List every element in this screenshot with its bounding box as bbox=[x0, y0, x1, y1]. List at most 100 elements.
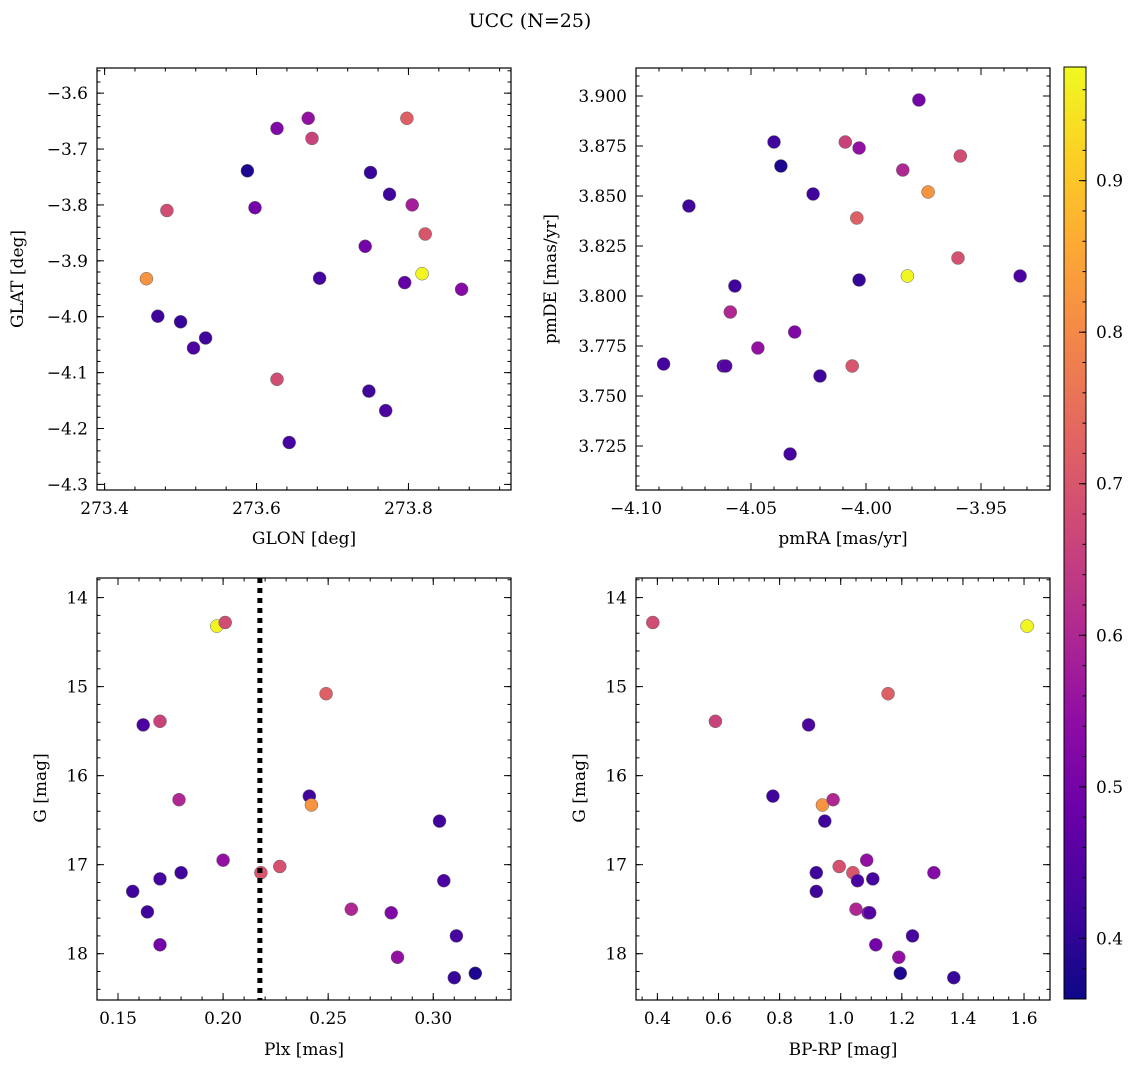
scatter-point bbox=[282, 435, 296, 450]
colorbar-ticks: 0.4 0.5 0.6 0.7 0.8 0.9 bbox=[1079, 89, 1123, 970]
y-tick-label: −3.7 bbox=[47, 140, 88, 160]
x-tick-label: 1.4 bbox=[949, 1009, 976, 1029]
panel-glon-glat-layer: 273.4 273.6 273.8 −4.3 −4.2 −4.1 −4.0 −3.9 −3.8 −… bbox=[47, 67, 512, 519]
scatter-point bbox=[852, 273, 866, 287]
y-tick-label: 16 bbox=[605, 767, 627, 787]
scatter-point bbox=[198, 331, 213, 345]
colorbar-tick-label: 0.9 bbox=[1096, 172, 1123, 192]
y-tick-label: 17 bbox=[66, 856, 88, 876]
scatter-point bbox=[454, 282, 469, 297]
scatter-point bbox=[896, 163, 910, 177]
panel-bprp-g-points bbox=[646, 615, 1034, 985]
scatter-point bbox=[270, 121, 284, 136]
colorbar-tick-label: 0.4 bbox=[1096, 929, 1123, 949]
scatter-point bbox=[218, 615, 232, 630]
panel-glon-glat-ylabel: GLAT [deg] bbox=[8, 230, 28, 328]
scatter-point bbox=[172, 792, 186, 807]
scatter-point bbox=[304, 798, 319, 812]
x-tick-label: 273.4 bbox=[80, 499, 129, 519]
scatter-point bbox=[405, 198, 419, 212]
y-tick-label: 16 bbox=[66, 767, 88, 787]
colorbar-tick-label: 0.8 bbox=[1096, 323, 1123, 343]
y-tick-label: −4.3 bbox=[47, 475, 88, 495]
panel-bprp-g-ylabel: G [mag] bbox=[570, 753, 590, 822]
x-tick-label: 0.15 bbox=[99, 1009, 137, 1029]
scatter-point bbox=[927, 865, 941, 880]
panel-plx-g-xlabel: Plx [mas] bbox=[264, 1040, 344, 1060]
x-tick-label: 273.6 bbox=[232, 499, 281, 519]
x-tick-label: −4.10 bbox=[610, 499, 662, 519]
y-tick-label: 3.725 bbox=[578, 437, 627, 457]
scatter-point bbox=[344, 902, 359, 916]
panel-pmra-pmde-ticks: −4.10 −4.05 −4.00 −3.95 3.725 3.750 3.775 3.800… bbox=[578, 68, 1051, 519]
scatter-point bbox=[319, 686, 333, 701]
scatter-point bbox=[723, 305, 738, 319]
y-tick-label: 14 bbox=[605, 589, 627, 609]
scatter-point bbox=[682, 199, 696, 213]
x-tick-label: 0.8 bbox=[766, 1009, 793, 1029]
x-tick-label: 1.0 bbox=[827, 1009, 854, 1029]
scatter-point bbox=[815, 798, 830, 812]
panel-bprp-g: 0.4 0.6 0.8 1.0 1.2 1.4 1.6 14 15 16 17 18 BP-RP [m… bbox=[570, 577, 1051, 1060]
y-tick-label: 15 bbox=[66, 678, 88, 698]
x-tick-label: 273.8 bbox=[384, 499, 433, 519]
panel-bprp-g-ticks: 0.4 0.6 0.8 1.0 1.2 1.4 1.6 14 15 16 17 18 bbox=[605, 578, 1050, 1029]
scatter-point bbox=[390, 950, 405, 965]
y-tick-label: 14 bbox=[66, 589, 88, 609]
y-tick-label: −4.0 bbox=[47, 308, 88, 328]
scatter-point bbox=[862, 906, 877, 920]
colorbar: 0.4 0.5 0.6 0.7 0.8 0.9 bbox=[1063, 66, 1123, 1000]
scatter-point bbox=[216, 853, 230, 867]
panel-pmra-pmde-points bbox=[656, 93, 1027, 461]
scatter-point bbox=[866, 872, 880, 886]
scatter-point bbox=[447, 970, 462, 985]
scatter-point bbox=[728, 279, 742, 293]
scatter-point bbox=[818, 814, 832, 828]
scatter-point bbox=[160, 203, 174, 218]
scatter-point bbox=[912, 93, 926, 107]
panel-glon-glat-points bbox=[139, 111, 469, 450]
y-tick-label: −4.1 bbox=[47, 364, 88, 384]
scatter-point bbox=[312, 271, 327, 285]
scatter-point bbox=[378, 403, 393, 418]
scatter-point bbox=[173, 315, 188, 329]
y-tick-label: −3.9 bbox=[47, 252, 88, 272]
scatter-point bbox=[859, 853, 874, 867]
y-tick-label: 3.850 bbox=[578, 187, 627, 207]
scatter-point bbox=[826, 792, 840, 807]
y-tick-label: 18 bbox=[66, 945, 88, 965]
x-tick-label: 1.2 bbox=[888, 1009, 915, 1029]
scatter-point bbox=[947, 970, 961, 985]
y-tick-label: −4.2 bbox=[47, 420, 88, 440]
scatter-point bbox=[270, 372, 284, 387]
scatter-point bbox=[468, 966, 483, 981]
scatter-point bbox=[751, 341, 765, 355]
scatter-point bbox=[363, 165, 378, 180]
x-tick-label: −4.00 bbox=[840, 499, 892, 519]
panel-pmra-pmde: −4.10 −4.05 −4.00 −3.95 3.725 3.750 3.775 3.800… bbox=[541, 67, 1051, 549]
scatter-point bbox=[806, 187, 820, 201]
y-tick-label: 3.900 bbox=[578, 87, 627, 107]
scatter-point bbox=[400, 111, 414, 126]
scatter-point bbox=[273, 859, 287, 874]
x-tick-label: −3.95 bbox=[955, 499, 1007, 519]
panel-glon-glat-ticks: 273.4 273.6 273.8 −4.3 −4.2 −4.1 −4.0 −3.9 −3.8 −… bbox=[47, 68, 511, 519]
scatter-point bbox=[809, 884, 824, 899]
panel-plx-g-points bbox=[125, 615, 483, 985]
scatter-point bbox=[646, 615, 660, 630]
scatter-point bbox=[449, 929, 464, 943]
panel-plx-g-layer: 0.15 0.20 0.25 0.30 14 15 16 17 18 bbox=[66, 577, 512, 1029]
scatter-point bbox=[718, 359, 733, 373]
scatter-point bbox=[382, 187, 397, 202]
x-tick-label: 1.6 bbox=[1011, 1009, 1038, 1029]
scatter-point bbox=[248, 200, 262, 215]
colorbar-gradient bbox=[1063, 66, 1087, 1000]
panel-plx-g: 0.15 0.20 0.25 0.30 14 15 16 17 18 Plx [mas] G [… bbox=[31, 577, 512, 1060]
y-tick-label: 3.825 bbox=[578, 237, 627, 257]
scatter-point bbox=[809, 865, 824, 880]
scatter-point bbox=[125, 884, 140, 899]
scatter-point bbox=[881, 686, 895, 701]
y-tick-label: −3.6 bbox=[47, 84, 88, 104]
scatter-point bbox=[656, 357, 671, 371]
